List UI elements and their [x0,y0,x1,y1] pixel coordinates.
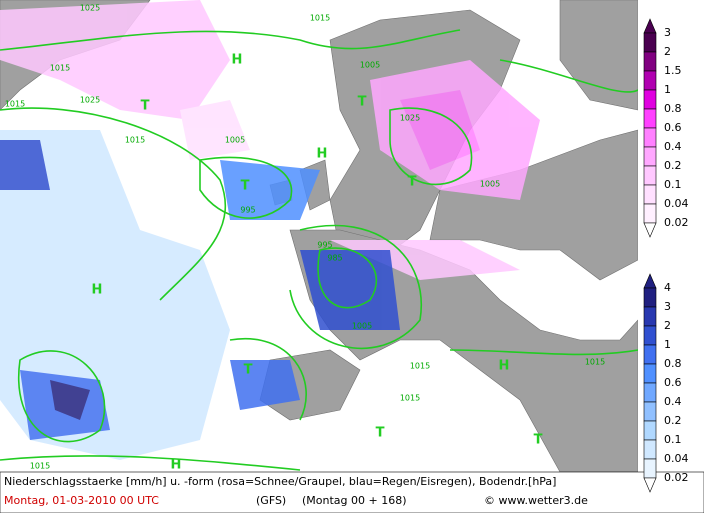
rain-precipitation [0,130,400,460]
isobar-label: 985 [327,254,342,263]
isobar-label: 1015 [410,362,430,371]
snow-legend-swatch [643,146,657,167]
snow-precipitation [0,0,540,280]
isobar-label: 1015 [125,136,145,145]
pressure-center: T [376,426,385,441]
rain-legend-bottom-arrow [643,477,657,493]
footer-model: (GFS) [256,494,286,507]
pressure-center: T [408,175,417,190]
isobars [0,29,639,471]
snow-legend-label: 0.1 [664,178,682,191]
pressure-center: H [92,283,103,298]
rain-legend-swatch [643,439,657,460]
rain-legend-label: 0.6 [664,376,682,389]
isobar-label: 1005 [480,180,500,189]
rain-legend-label: 0.02 [664,471,689,484]
rain-legend-label: 2 [664,319,671,332]
isobar-label: 1015 [30,462,50,471]
pressure-center: T [358,95,367,110]
rain-legend-label: 4 [664,281,671,294]
isobar-label: 1015 [50,64,70,73]
rain-legend-swatch [643,458,657,479]
rain-legend-swatch [643,306,657,327]
rain-legend-label: 3 [664,300,671,313]
snow-legend-swatch [643,51,657,72]
isobar-label: 1005 [225,136,245,145]
pressure-center: T [141,99,150,114]
isobar-label: 1005 [352,322,372,331]
rain-legend-label: 0.2 [664,414,682,427]
rain-legend-swatch [643,325,657,346]
pressure-center: H [232,53,243,68]
rain-legend-swatch [643,401,657,422]
rain-legend-label: 0.04 [664,452,689,465]
isobar-label: 995 [240,206,255,215]
snow-legend-bottom-arrow [643,222,657,238]
snow-legend-label: 2 [664,45,671,58]
pressure-center: H [499,359,510,374]
footer-run: (Montag 00 + 168) [302,494,407,507]
rain-legend-swatch [643,363,657,384]
rain-legend-label: 0.8 [664,357,682,370]
snow-legend-swatch [643,108,657,129]
rain-legend-swatch [643,382,657,403]
pressure-center: T [244,363,253,378]
snow-legend-label: 1 [664,83,671,96]
pressure-center: H [171,458,182,473]
snow-legend-swatch [643,70,657,91]
snow-legend-swatch [643,203,657,224]
snow-legend-label: 1.5 [664,64,682,77]
pressure-center: H [317,147,328,162]
isobar-label: 1015 [310,14,330,23]
rain-legend-swatch [643,287,657,308]
isobar-label: 1015 [585,358,605,367]
isobar-label: 1015 [5,100,25,109]
snow-legend-label: 0.8 [664,102,682,115]
pressure-center: T [534,433,543,448]
isobar-label: 1005 [360,61,380,70]
snow-legend-label: 0.6 [664,121,682,134]
footer-description: Niederschlagsstaerke [mm/h] u. -form (ro… [4,475,556,488]
rain-legend-swatch [643,344,657,365]
rain-legend-label: 0.4 [664,395,682,408]
footer-date: Montag, 01-03-2010 00 UTC [4,494,159,507]
pressure-center: T [241,179,250,194]
snow-legend-swatch [643,165,657,186]
snow-legend-label: 0.2 [664,159,682,172]
isobar-label: 1015 [400,394,420,403]
snow-legend-label: 0.02 [664,216,689,229]
isobar-label: 1025 [80,96,100,105]
rain-legend-swatch [643,420,657,441]
snow-legend-label: 3 [664,26,671,39]
footer-panel [0,471,704,514]
snow-legend-swatch [643,127,657,148]
rain-legend-label: 0.1 [664,433,682,446]
snow-legend-swatch [643,89,657,110]
snow-legend-label: 0.04 [664,197,689,210]
rain-legend-label: 1 [664,338,671,351]
snow-legend-label: 0.4 [664,140,682,153]
snow-legend-swatch [643,32,657,53]
isobar-label: 995 [317,241,332,250]
snow-legend-swatch [643,184,657,205]
footer-credit: © www.wetter3.de [484,494,588,507]
isobar-label: 1025 [400,114,420,123]
isobar-label: 1025 [80,4,100,13]
